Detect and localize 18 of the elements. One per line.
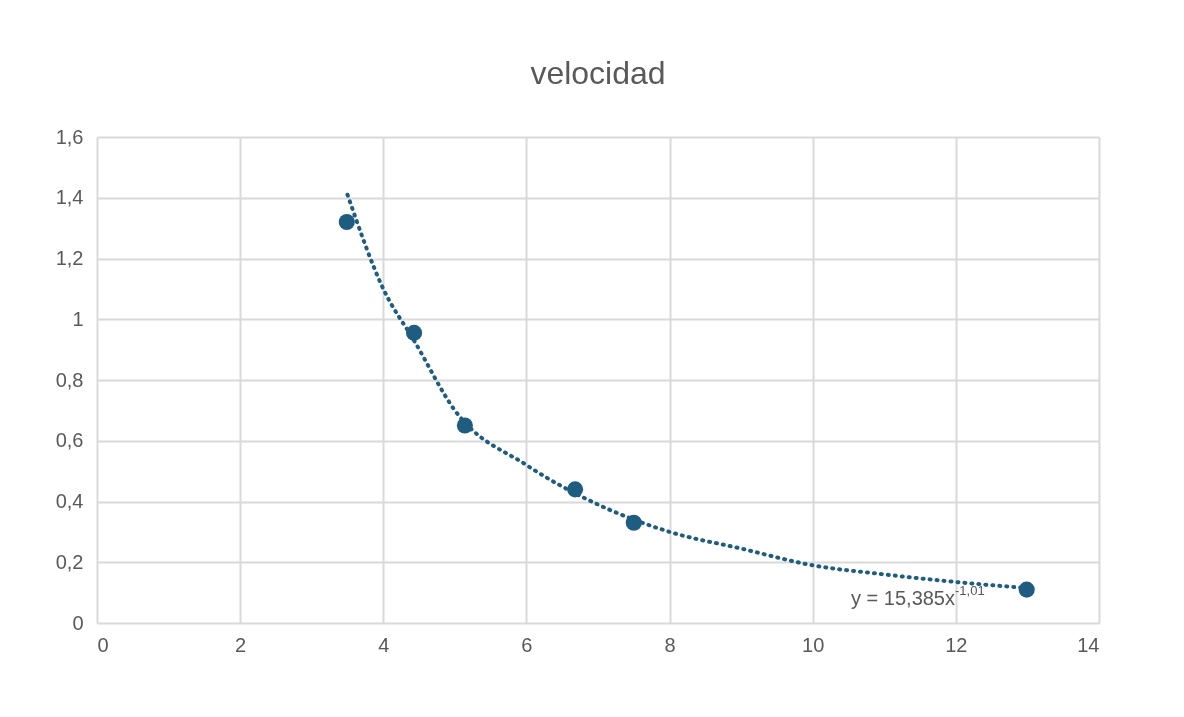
x-tick-label: 6 — [521, 633, 533, 656]
y-tick-label: 1,4 — [55, 186, 84, 209]
y-tick-label: 1,6 — [55, 125, 84, 148]
x-tick-label: 14 — [1077, 633, 1100, 656]
chart-title: velocidad — [530, 55, 666, 91]
y-tick-label: 0,4 — [55, 490, 84, 512]
x-tick-label: 10 — [802, 633, 825, 656]
y-tick-label: 0,8 — [55, 368, 84, 391]
x-tick-label: 2 — [235, 633, 247, 656]
x-tick-label: 12 — [945, 633, 968, 656]
y-tick-label: 0,6 — [55, 429, 84, 452]
y-tick-label: 0,2 — [55, 550, 84, 573]
x-tick-label: 8 — [664, 633, 676, 656]
x-tick-label: 0 — [97, 633, 109, 656]
y-tick-label: 1,2 — [55, 247, 84, 269]
y-tick-label: 1 — [72, 307, 84, 330]
x-tick-label: 4 — [378, 633, 390, 656]
y-tick-label: 0 — [72, 611, 84, 634]
